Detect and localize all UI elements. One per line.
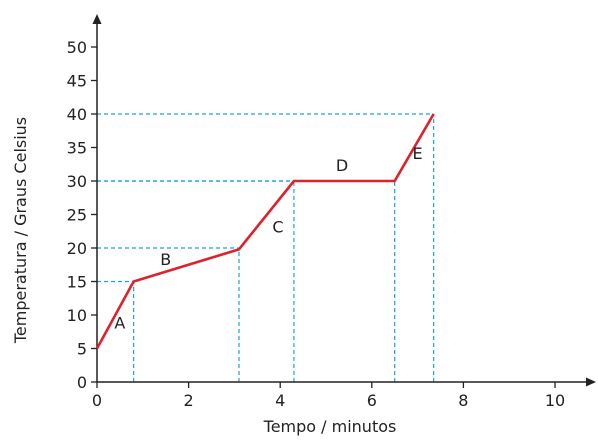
- segment-label-d: D: [336, 156, 348, 175]
- x-axis-title: Tempo / minutos: [263, 417, 397, 436]
- y-tick-label: 10: [67, 306, 87, 325]
- y-tick-label: 45: [67, 72, 87, 91]
- y-axis-arrow-icon: [92, 14, 102, 24]
- y-tick-label: 20: [67, 239, 87, 258]
- x-tick-label: 8: [458, 391, 468, 410]
- tick-labels: 0 5 10 15 20 25 30 35 40 45 50 0 2 4 6 8 10: [67, 38, 566, 410]
- y-tick-label: 5: [77, 340, 87, 359]
- y-tick-label: 25: [67, 206, 87, 225]
- y-tick-label: 35: [67, 139, 87, 158]
- x-tick-label: 10: [545, 391, 565, 410]
- y-axis-title: Temperatura / Graus Celsius: [11, 117, 30, 344]
- x-tick-label: 0: [92, 391, 102, 410]
- x-tick-label: 4: [275, 391, 285, 410]
- x-tick-label: 6: [367, 391, 377, 410]
- y-tick-label: 15: [67, 273, 87, 292]
- y-tick-label: 30: [67, 172, 87, 191]
- temperature-series-line: [95, 113, 435, 350]
- series-group: [95, 113, 435, 350]
- y-tick-label: 50: [67, 38, 87, 57]
- segment-label-a: A: [114, 313, 125, 332]
- y-tick-label: 0: [77, 373, 87, 392]
- segment-labels: A B C D E: [114, 144, 422, 333]
- axes: [92, 14, 596, 387]
- segment-label-b: B: [160, 250, 171, 269]
- y-tick-label: 40: [67, 105, 87, 124]
- x-tick-label: 2: [184, 391, 194, 410]
- x-axis-arrow-icon: [586, 377, 596, 387]
- reference-lines: [97, 113, 435, 382]
- segment-label-e: E: [413, 144, 423, 163]
- segment-label-c: C: [272, 218, 283, 237]
